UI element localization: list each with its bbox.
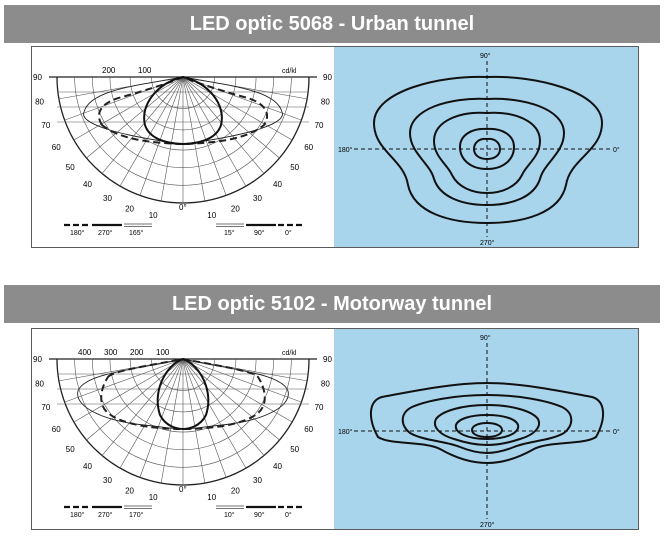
optic-1-iso-label-right: 0° bbox=[613, 146, 620, 154]
angle-label: 40 bbox=[273, 462, 282, 471]
angle-label: 10 bbox=[207, 211, 216, 220]
angle-label: 10 bbox=[207, 493, 216, 502]
optic-2-iso-label-bottom: 270° bbox=[480, 521, 495, 529]
optic-1-legend-right: 15° 90° 0° bbox=[216, 223, 304, 237]
optic-2-iso-label-top: 90° bbox=[480, 334, 491, 342]
optic-2-isolux-contour bbox=[434, 403, 540, 447]
optic-1-iso-label-left: 180° bbox=[338, 146, 353, 154]
optic-1-polar-grid bbox=[49, 76, 317, 204]
legend-label: 270° bbox=[98, 511, 113, 519]
legend-label: 90° bbox=[254, 511, 265, 519]
angle-label: 90 bbox=[323, 73, 332, 82]
optic-1-unit-label: cd/kl bbox=[282, 68, 297, 75]
angle-label: 80 bbox=[35, 97, 44, 106]
optic-2-scale-label: 100 bbox=[156, 348, 170, 357]
optic-1-isolux-contour bbox=[472, 137, 502, 161]
angle-label: 40 bbox=[273, 180, 282, 189]
optic-2-isolux-contour bbox=[454, 413, 520, 441]
angle-label: 60 bbox=[52, 425, 61, 434]
optic-1-curve-270 bbox=[143, 75, 223, 146]
optic-2-isolux-diagram: 90° 270° 180° 0° bbox=[334, 329, 638, 529]
angle-label: 60 bbox=[304, 143, 313, 152]
optic-1-scale-label: 100 bbox=[138, 66, 152, 75]
optic-1-isolux-contour bbox=[432, 111, 542, 195]
angle-label: 50 bbox=[290, 445, 299, 454]
angle-label: 20 bbox=[231, 487, 240, 496]
optic-2-curve-270 bbox=[156, 357, 210, 431]
angle-label: 10 bbox=[149, 493, 158, 502]
angle-label: 20 bbox=[125, 487, 134, 496]
optic-1-iso-label-top: 90° bbox=[480, 52, 491, 60]
angle-label: 80 bbox=[321, 97, 330, 106]
optic-1-scale-label: 200 bbox=[102, 66, 116, 75]
optic-1-isolux-contour bbox=[372, 75, 604, 225]
angle-label: 50 bbox=[66, 445, 75, 454]
optic-2-legend-left: 180° 270° 170° bbox=[64, 505, 152, 519]
angle-label: 70 bbox=[315, 403, 324, 412]
legend-label: 180° bbox=[70, 229, 85, 237]
angle-label: 20 bbox=[231, 205, 240, 214]
optic-1-isolux-diagram: 90° 270° 180° 0° bbox=[334, 47, 638, 247]
angle-label: 30 bbox=[103, 194, 112, 203]
optic-1-curve-165 bbox=[83, 76, 283, 145]
optic-2-title: LED optic 5102 - Motorway tunnel bbox=[4, 285, 660, 323]
legend-label: 0° bbox=[285, 229, 292, 237]
angle-label: 30 bbox=[103, 476, 112, 485]
optic-1-iso-label-bottom: 270° bbox=[480, 239, 495, 247]
optic-2-angle-bottom: 0° bbox=[179, 485, 187, 494]
legend-label: 10° bbox=[224, 511, 235, 519]
angle-label: 30 bbox=[253, 476, 262, 485]
optic-2-isolux-contour bbox=[470, 421, 504, 439]
optic-2-scale-label: 400 bbox=[78, 348, 92, 357]
angle-label: 40 bbox=[83, 180, 92, 189]
optic-2-scale-label: 200 bbox=[130, 348, 144, 357]
angle-label: 90 bbox=[33, 73, 42, 82]
optic-1-legend-left: 180° 270° 165° bbox=[64, 223, 152, 237]
optic-2-polar-diagram: 400 300 200 100 cd/kl 90 80 70 60 50 40 30 20 10… bbox=[33, 348, 332, 519]
legend-label: 170° bbox=[129, 511, 144, 519]
angle-label: 60 bbox=[304, 425, 313, 434]
optic-2-isolux-contour bbox=[401, 393, 573, 455]
angle-label: 40 bbox=[83, 462, 92, 471]
optic-2-iso-label-right: 0° bbox=[613, 428, 620, 436]
angle-label: 90 bbox=[323, 355, 332, 364]
optic-1-polar-diagram: 200 100 cd/kl 90 80 70 60 50 40 30 20 10 90 80 70 6… bbox=[33, 66, 332, 237]
legend-label: 0° bbox=[285, 511, 292, 519]
optic-2-panel: 400 300 200 100 cd/kl 90 80 70 60 50 40 30 20 10… bbox=[31, 328, 639, 530]
optic-2-scale-label: 300 bbox=[104, 348, 118, 357]
angle-label: 70 bbox=[41, 403, 50, 412]
angle-label: 20 bbox=[125, 205, 134, 214]
angle-label: 60 bbox=[52, 143, 61, 152]
angle-label: 50 bbox=[66, 163, 75, 172]
optic-2-isolux-contour bbox=[370, 381, 604, 465]
legend-label: 90° bbox=[254, 229, 265, 237]
angle-label: 90 bbox=[33, 355, 42, 364]
angle-label: 10 bbox=[149, 211, 158, 220]
optic-1-title: LED optic 5068 - Urban tunnel bbox=[4, 5, 660, 43]
angle-label: 30 bbox=[253, 194, 262, 203]
optic-2-unit-label: cd/kl bbox=[282, 350, 297, 357]
angle-label: 80 bbox=[35, 379, 44, 388]
optic-2-legend-right: 10° 90° 0° bbox=[216, 505, 304, 519]
optic-2-iso-label-left: 180° bbox=[338, 428, 353, 436]
optic-1-curve-180 bbox=[97, 75, 269, 146]
optic-1-panel: 200 100 cd/kl 90 80 70 60 50 40 30 20 10 90 80 70 6… bbox=[31, 46, 639, 248]
angle-label: 70 bbox=[41, 121, 50, 130]
legend-label: 180° bbox=[70, 511, 85, 519]
legend-label: 270° bbox=[98, 229, 113, 237]
angle-label: 80 bbox=[321, 379, 330, 388]
angle-label: 70 bbox=[315, 121, 324, 130]
optic-1-angle-bottom: 0° bbox=[179, 203, 187, 212]
legend-label: 165° bbox=[129, 229, 144, 237]
optic-1-isolux-contour bbox=[408, 97, 566, 207]
optic-1-isolux-contour bbox=[458, 127, 516, 171]
legend-label: 15° bbox=[224, 229, 235, 237]
angle-label: 50 bbox=[290, 163, 299, 172]
